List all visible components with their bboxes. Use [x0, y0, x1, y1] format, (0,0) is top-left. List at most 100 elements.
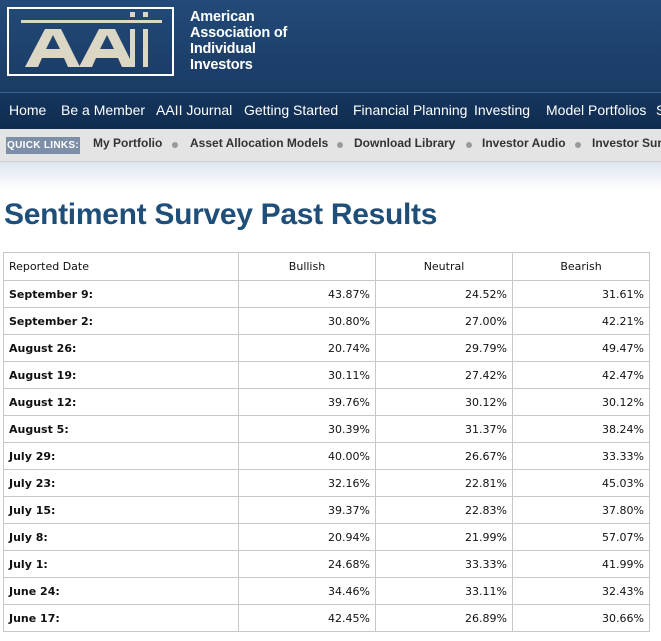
aaii-logo[interactable]: [7, 7, 174, 76]
cell-bearish: 45.03%: [512, 469, 650, 497]
cell-neutral: 27.42%: [375, 361, 513, 389]
table-row: September 2: 30.80% 27.00% 42.21%: [3, 307, 650, 335]
separator-dot: [172, 142, 178, 148]
table-row: June 24: 34.46% 33.11% 32.43%: [3, 577, 650, 605]
column-header-bearish: Bearish: [512, 252, 650, 281]
cell-neutral: 29.79%: [375, 334, 513, 362]
table-row: August 26: 20.74% 29.79% 49.47%: [3, 334, 650, 362]
cell-neutral: 22.83%: [375, 496, 513, 524]
cell-bullish: 30.80%: [238, 307, 376, 335]
content-top-band: [0, 162, 661, 190]
cell-reported-date: June 24:: [3, 577, 239, 605]
nav-investing[interactable]: Investing: [474, 102, 531, 118]
sentiment-results-table: Reported Date Bullish Neutral Bearish Se…: [3, 252, 650, 632]
cell-bullish: 20.94%: [238, 523, 376, 551]
nav-financial-planning[interactable]: Financial Planning: [353, 102, 468, 118]
cell-bearish: 38.24%: [512, 415, 650, 443]
cell-neutral: 33.11%: [375, 577, 513, 605]
table-row: August 12: 39.76% 30.12% 30.12%: [3, 388, 650, 416]
cell-neutral: 22.81%: [375, 469, 513, 497]
quick-link-my-portfolio[interactable]: My Portfolio: [93, 136, 163, 150]
cell-bearish: 42.47%: [512, 361, 650, 389]
cell-bearish: 49.47%: [512, 334, 650, 362]
table-row: July 8: 20.94% 21.99% 57.07%: [3, 523, 650, 551]
separator-dot: [337, 142, 343, 148]
cell-reported-date: August 5:: [3, 415, 239, 443]
quick-link-asset-allocation-models[interactable]: Asset Allocation Models: [190, 136, 329, 150]
nav-getting-started[interactable]: Getting Started: [244, 102, 339, 118]
table-row: August 5: 30.39% 31.37% 38.24%: [3, 415, 650, 443]
cell-bullish: 30.11%: [238, 361, 376, 389]
table-body: September 9: 43.87% 24.52% 31.61% September …: [3, 280, 650, 632]
logo-line: Association of: [190, 25, 288, 41]
main-nav: Home Be a Member AAII Journal Getting St…: [0, 92, 661, 129]
cell-bullish: 40.00%: [238, 442, 376, 470]
cell-reported-date: July 1:: [3, 550, 239, 578]
aaii-logo-mark: [21, 12, 162, 67]
cell-bullish: 24.68%: [238, 550, 376, 578]
cell-neutral: 24.52%: [375, 280, 513, 308]
cell-bearish: 31.61%: [512, 280, 650, 308]
cell-bearish: 42.21%: [512, 307, 650, 335]
cell-bullish: 39.76%: [238, 388, 376, 416]
cell-bullish: 32.16%: [238, 469, 376, 497]
cell-bullish: 42.45%: [238, 604, 376, 632]
cell-bearish: 41.99%: [512, 550, 650, 578]
table-row: July 15: 39.37% 22.83% 37.80%: [3, 496, 650, 524]
cell-bearish: 30.12%: [512, 388, 650, 416]
table-row: June 17: 42.45% 26.89% 30.66%: [3, 604, 650, 632]
table-row: July 1: 24.68% 33.33% 41.99%: [3, 550, 650, 578]
cell-bullish: 39.37%: [238, 496, 376, 524]
cell-bullish: 20.74%: [238, 334, 376, 362]
cell-bearish: 30.66%: [512, 604, 650, 632]
column-header-bullish: Bullish: [238, 252, 376, 281]
nav-model-portfolios[interactable]: Model Portfolios: [546, 102, 647, 118]
table-header-row: Reported Date Bullish Neutral Bearish: [3, 252, 650, 281]
quick-links-bar: QUICK LINKS: My Portfolio Asset Allocati…: [0, 129, 661, 162]
table-row: September 9: 43.87% 24.52% 31.61%: [3, 280, 650, 308]
cell-bullish: 30.39%: [238, 415, 376, 443]
cell-bullish: 43.87%: [238, 280, 376, 308]
cell-neutral: 26.89%: [375, 604, 513, 632]
quick-links-label: QUICK LINKS:: [6, 137, 80, 154]
table-row: July 29: 40.00% 26.67% 33.33%: [3, 442, 650, 470]
page-title: Sentiment Survey Past Results: [4, 198, 438, 231]
cell-neutral: 30.12%: [375, 388, 513, 416]
table-row: August 19: 30.11% 27.42% 42.47%: [3, 361, 650, 389]
cell-reported-date: July 23:: [3, 469, 239, 497]
separator-dot: [466, 142, 472, 148]
logo-line: Individual: [190, 41, 256, 57]
cell-reported-date: August 12:: [3, 388, 239, 416]
cell-neutral: 31.37%: [375, 415, 513, 443]
column-header-neutral: Neutral: [375, 252, 513, 281]
cell-neutral: 33.33%: [375, 550, 513, 578]
nav-home[interactable]: Home: [9, 102, 47, 118]
cell-reported-date: July 29:: [3, 442, 239, 470]
organization-name: American Association of Individual Inves…: [190, 9, 287, 73]
cell-bearish: 37.80%: [512, 496, 650, 524]
cell-neutral: 27.00%: [375, 307, 513, 335]
separator-dot: [575, 142, 581, 148]
logo-line: Investors: [190, 57, 253, 73]
quick-link-investor-audio[interactable]: Investor Audio: [482, 136, 566, 150]
cell-reported-date: September 2:: [3, 307, 239, 335]
cell-neutral: 26.67%: [375, 442, 513, 470]
cell-reported-date: August 26:: [3, 334, 239, 362]
cell-bullish: 34.46%: [238, 577, 376, 605]
quick-link-investor-survey[interactable]: Investor Sur: [592, 136, 661, 150]
logo-line: American: [190, 9, 255, 25]
cell-reported-date: July 8:: [3, 523, 239, 551]
cell-reported-date: September 9:: [3, 280, 239, 308]
cell-reported-date: August 19:: [3, 361, 239, 389]
cell-reported-date: June 17:: [3, 604, 239, 632]
column-header-reported-date: Reported Date: [3, 252, 239, 281]
cell-neutral: 21.99%: [375, 523, 513, 551]
cell-bearish: 57.07%: [512, 523, 650, 551]
nav-overflow-item[interactable]: S: [656, 102, 661, 118]
nav-aaii-journal[interactable]: AAII Journal: [156, 102, 233, 118]
quick-link-download-library[interactable]: Download Library: [354, 136, 456, 150]
table-row: July 23: 32.16% 22.81% 45.03%: [3, 469, 650, 497]
cell-reported-date: July 15:: [3, 496, 239, 524]
site-header: American Association of Individual Inves…: [0, 0, 661, 92]
nav-be-a-member[interactable]: Be a Member: [61, 102, 146, 118]
